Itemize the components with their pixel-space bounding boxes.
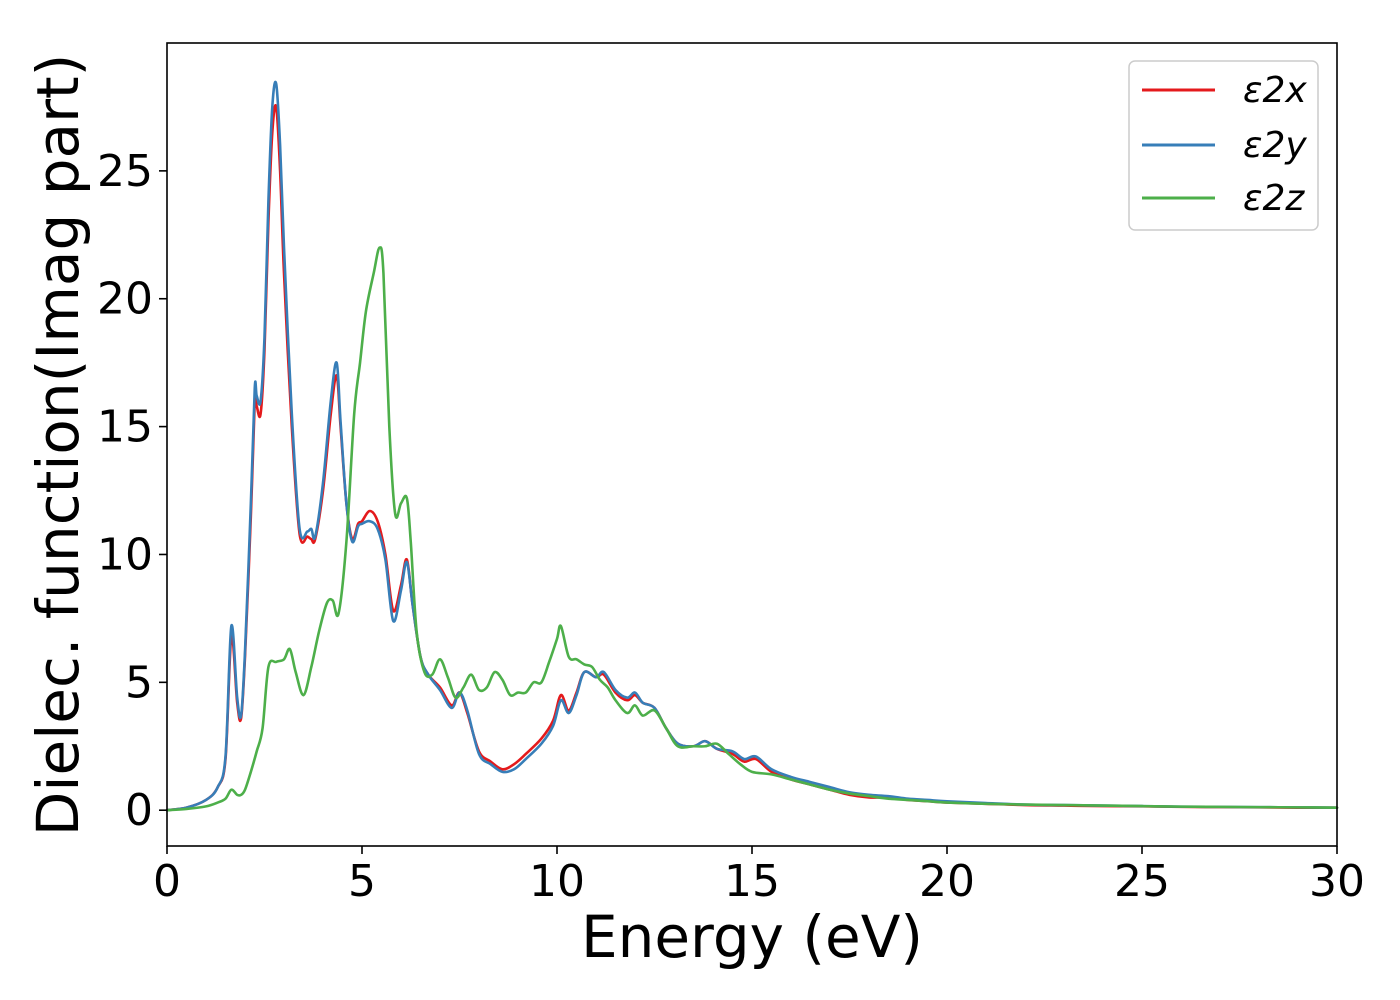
legend-label-2: ε2y (1243, 125, 1307, 166)
x-tick-label: 15 (724, 856, 780, 907)
x-tick-label: 30 (1309, 856, 1365, 907)
series-layer (165, 80, 1339, 812)
legend-box (1128, 60, 1319, 231)
legend-label-1: ε2x (1243, 70, 1307, 111)
x-tick-label: 25 (1114, 856, 1170, 907)
y-tick-label: 10 (97, 529, 153, 580)
x-axis-title: Energy (eV) (581, 903, 923, 971)
y-tick-label: 20 (97, 274, 153, 325)
y-tick-label: 25 (97, 146, 153, 197)
legend: ε2x ε2y ε2z (1128, 60, 1319, 231)
series-line-3 (165, 246, 1339, 812)
x-tick-label: 0 (153, 856, 181, 907)
x-axis: 0 5 10 15 20 25 30 (153, 846, 1365, 907)
legend-label-3: ε2z (1243, 178, 1305, 219)
y-axis-title: Dielec. function(Imag part) (24, 54, 92, 837)
y-tick-label: 15 (97, 402, 153, 453)
x-tick-label: 10 (529, 856, 585, 907)
y-tick-label: 0 (125, 785, 153, 836)
y-tick-label: 5 (125, 657, 153, 708)
y-axis: 0 5 10 15 20 25 (97, 146, 167, 836)
x-tick-label: 20 (919, 856, 975, 907)
x-tick-label: 5 (348, 856, 376, 907)
